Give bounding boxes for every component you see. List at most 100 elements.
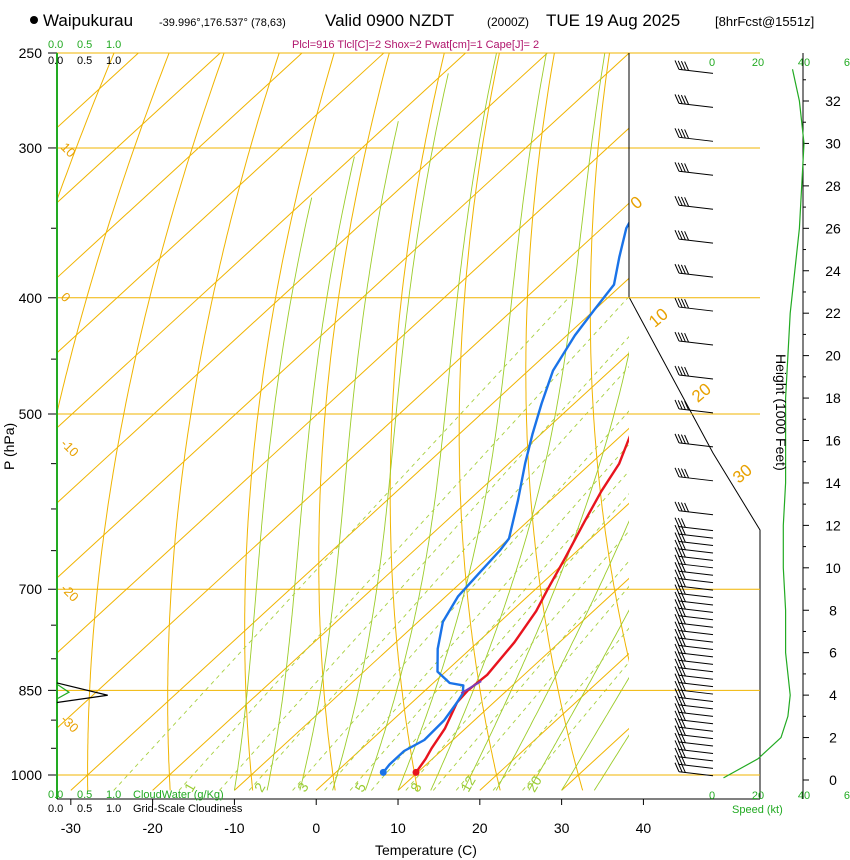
isotherm-label: 30 [729,460,756,487]
cloudwater-tick: 0.5 [77,39,92,51]
height-tick-label: 32 [825,93,841,109]
pressure-tick-label: 500 [19,406,43,422]
temperature-profile [415,435,629,774]
speed-tick-top: 20 [752,57,764,69]
forecast-info: [8hrFcst@1551z] [715,14,814,29]
dewpoint-surface-marker [379,768,387,776]
wind-barb [678,748,714,754]
cloudiness-label: Grid-Scale Cloudiness [133,803,243,815]
dry-adiabat-line [167,53,280,791]
pressure-tick-label: 850 [19,682,43,698]
utc-time: (2000Z) [487,15,529,29]
mixing-ratio-line [349,470,629,791]
isotherm-line [315,502,629,791]
moist-adiabat-line [299,121,399,791]
isotherm-label: 10 [645,304,672,331]
cloudwater-tick: 1.0 [106,39,121,51]
wind-barb [678,763,714,769]
speed-axis-label: Speed (kt) [732,804,783,816]
height-tick-label: 16 [825,433,841,449]
isotherm-line [57,53,385,354]
height-tick-label: 24 [825,263,841,279]
dry-adiabat-line [244,53,335,791]
moist-adiabat-line [463,350,629,791]
moist-adiabat-line [397,53,547,791]
isotherm-line [807,53,850,790]
cloudwater-label: CloudWater (g/Kg) [133,789,224,801]
wind-barb [678,585,714,591]
pressure-tick-label: 1000 [11,767,42,783]
mixing-ratio-line [522,661,629,791]
temperature-tick-label: -30 [61,820,81,836]
mixing-ratio-label: 5 [351,780,369,795]
height-tick-label: 30 [825,135,841,151]
wind-barb [678,374,714,380]
moist-adiabat-line [528,609,629,791]
wind-barb [678,204,714,210]
wind-barb [678,622,714,628]
wind-barb [678,630,714,636]
cloudwater-tick: 0.0 [48,39,63,51]
dry-adiabat-line [653,53,748,790]
dry-adiabat-line [713,53,830,790]
speed-tick-top: 0 [709,57,715,69]
wind-barb [678,578,714,584]
dry-adiabat-line [829,53,850,790]
temperature-tick-label: 30 [554,820,570,836]
moist-adiabat-line [233,197,313,791]
mixing-ratio-line [248,366,629,791]
wind-barb [678,548,714,554]
wind-barb [678,170,714,176]
mixing-ratio-label: 20 [523,773,545,795]
x-axis-label: Temperature (C) [375,842,477,858]
cloudwater-tick: 0.5 [77,789,92,801]
valid-date: TUE 19 Aug 2025 [546,11,680,30]
cloudiness-tick: 1.0 [106,803,121,815]
cloudiness-tick: 0.0 [48,803,63,815]
cloudwater-tick: 0.0 [48,789,63,801]
wind-barb [678,570,714,576]
wind-barb [678,476,714,482]
wind-barb [678,689,714,695]
parcel-segment [460,680,482,695]
wind-barb [678,442,714,448]
stability-stats: Plcl=916 Tlcl[C]=2 Shox=2 Pwat[cm]=1 Cap… [292,39,539,51]
wind-barb [678,674,714,680]
isotherm-label-left: -10 [58,436,82,460]
isotherm-line [397,577,629,791]
wind-barb [678,682,714,688]
temperature-tick-label: 40 [636,820,652,836]
speed-tick-top: 40 [798,57,810,69]
temperature-tick-label: 20 [472,820,488,836]
isotherm-line [57,202,629,729]
wind-barb [678,645,714,651]
wind-barb [678,563,714,569]
wind-barb [678,555,714,561]
height-tick-label: 20 [825,348,841,364]
mixing-ratio-label: 12 [457,773,479,795]
pressure-tick-label: 400 [19,290,43,306]
wind-barb [678,734,714,740]
height-tick-label: 14 [825,475,841,491]
speed-tick-top: 60 [844,57,850,69]
isotherm-line [70,277,629,791]
cloudiness-tick: 0.0 [48,55,63,67]
cloudiness-tick: 1.0 [106,55,121,67]
mixing-ratio-line [405,530,629,791]
background-lines [57,53,850,791]
station-marker-icon [30,16,38,24]
isotherm-line [57,127,629,654]
mixing-ratio-line [432,560,629,791]
speed-tick-bottom: 20 [752,790,764,802]
temperature-tick-label: 0 [312,820,320,836]
temperature-surface-marker [412,768,420,776]
speed-tick-bottom: 0 [709,790,715,802]
moist-adiabat-line [332,73,449,791]
wind-barb [678,637,714,643]
height-tick-label: 4 [829,687,837,703]
mixing-ratio-line [113,297,569,791]
cloudiness-tick: 0.5 [77,55,92,67]
wind-barb [678,756,714,762]
